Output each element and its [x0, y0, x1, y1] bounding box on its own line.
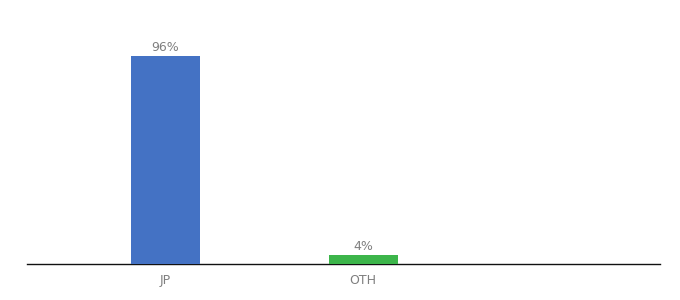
Bar [131, 56, 200, 264]
Text: 96%: 96% [152, 41, 180, 54]
Bar [328, 255, 398, 264]
Text: 4%: 4% [353, 240, 373, 253]
